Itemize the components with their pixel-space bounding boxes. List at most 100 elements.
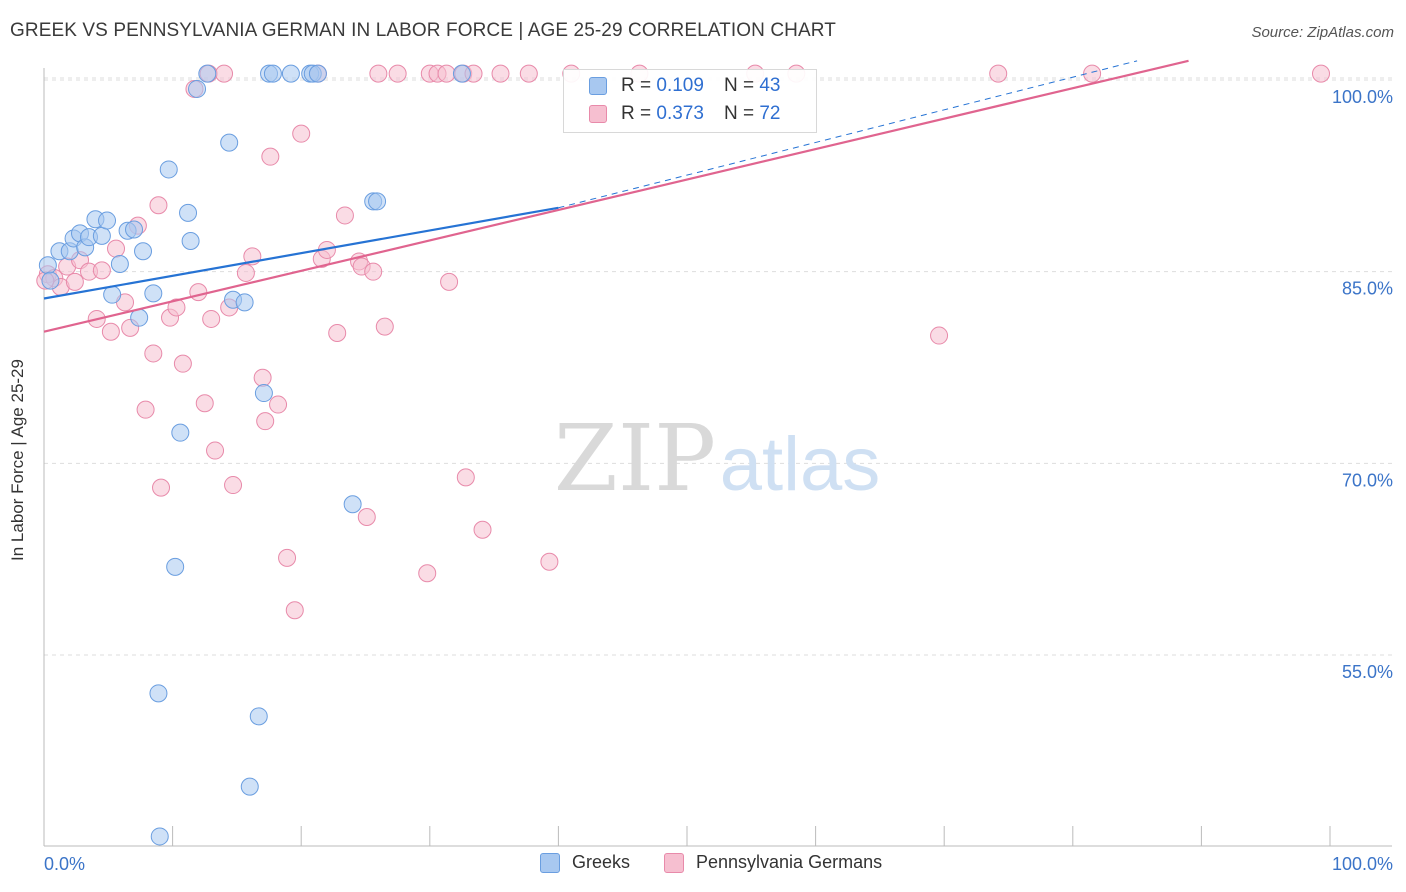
pg-point <box>328 324 347 342</box>
y-tick-label: 85.0% <box>1342 279 1393 299</box>
watermark-zip: ZIP <box>554 405 716 512</box>
pg-point <box>418 564 437 583</box>
pg-point <box>215 64 234 83</box>
series-legend: Greeks Pennsylvania Germans <box>0 852 1406 878</box>
pg-point <box>540 552 559 571</box>
pg-point <box>206 441 225 460</box>
series-legend-greeks[interactable]: Greeks <box>540 852 630 873</box>
legend-r-label: R = <box>621 75 652 96</box>
legend-n-value: 72 <box>759 103 781 124</box>
pg-point <box>437 64 456 83</box>
greek-trend-extension <box>558 60 1138 209</box>
greek-point <box>38 256 57 275</box>
pg-point <box>519 64 538 83</box>
pg-point <box>375 317 394 336</box>
pg-point <box>989 64 1008 83</box>
series-legend-pg[interactable]: Pennsylvania Germans <box>664 852 882 873</box>
greek-point <box>171 423 190 442</box>
y-tick-label: 55.0% <box>1342 662 1393 682</box>
legend-r-label: R = <box>621 103 652 124</box>
pg-point <box>1311 64 1330 83</box>
greek-point <box>134 242 153 261</box>
greek-point <box>240 777 259 796</box>
watermark-atlas: atlas <box>720 422 881 507</box>
pg-point <box>364 262 383 281</box>
greek-point <box>149 684 168 703</box>
pg-point <box>357 508 376 526</box>
pg-point <box>256 412 275 431</box>
greek-point <box>263 64 282 83</box>
pg-point <box>491 64 510 83</box>
pg-point <box>152 478 171 497</box>
pg-point <box>285 601 304 620</box>
legend-row-pg: R = 0.373 N = 72 <box>564 100 780 128</box>
greek-point <box>220 133 239 152</box>
pg-point <box>101 322 120 341</box>
greek-point <box>150 827 169 846</box>
greek-point <box>188 79 207 98</box>
greek-point <box>368 192 387 211</box>
axes <box>43 68 1392 847</box>
greek-point <box>159 160 178 179</box>
greek-point <box>110 255 129 273</box>
greek-trend-line <box>43 206 559 300</box>
y-axis-label: In Labor Force | Age 25-29 <box>8 359 27 561</box>
x-tick-label: 0.0% <box>44 854 85 874</box>
pg-point <box>440 272 459 291</box>
trend-lines <box>43 59 1189 333</box>
pg-point <box>92 261 111 280</box>
greek-point <box>249 707 268 726</box>
legend-swatch-greeks <box>589 77 607 95</box>
legend-r-value: 0.109 <box>656 75 704 96</box>
greek-point <box>181 232 200 250</box>
series-label-greeks: Greeks <box>572 852 631 872</box>
pg-point <box>189 283 208 302</box>
legend-n-value: 43 <box>759 75 781 96</box>
greek-point <box>452 64 471 83</box>
greek-point <box>281 64 300 83</box>
legend-n-label: N = <box>723 75 755 96</box>
greek-point <box>166 557 185 576</box>
greek-point <box>308 64 327 83</box>
pg-point <box>1083 64 1102 83</box>
legend-row-greeks: R = 0.109 N = 43 <box>564 72 780 100</box>
pg-point <box>292 124 311 143</box>
chart-title: GREEK VS PENNSYLVANIA GERMAN IN LABOR FO… <box>10 20 836 41</box>
x-tick-label: 100.0% <box>1332 854 1393 874</box>
greek-point <box>343 495 362 514</box>
pg-point <box>456 468 475 487</box>
series-swatch-pg <box>664 852 684 873</box>
pg-point <box>107 239 126 258</box>
legend-n-label: N = <box>723 103 755 124</box>
pg-point <box>269 395 288 414</box>
greek-points-group <box>38 64 471 846</box>
pg-trend-line <box>43 59 1189 333</box>
pg-point <box>136 400 155 419</box>
pg-point <box>930 326 949 345</box>
pg-point <box>369 64 388 83</box>
pg-point <box>278 548 297 567</box>
greek-point <box>92 226 111 245</box>
pg-point <box>253 368 272 387</box>
pg-point <box>167 298 186 317</box>
greek-point <box>125 220 144 239</box>
greek-point <box>235 293 254 312</box>
y-tick-label: 100.0% <box>1332 87 1393 107</box>
greek-point <box>179 203 198 222</box>
pg-point <box>335 206 354 225</box>
legend-r-value: 0.373 <box>656 103 704 124</box>
greek-point <box>98 211 117 230</box>
grid-lines <box>44 77 1392 656</box>
pg-point <box>149 196 168 215</box>
pg-point <box>473 520 492 539</box>
series-swatch-greeks <box>540 852 560 873</box>
pg-point <box>388 64 407 83</box>
greek-point <box>198 64 217 83</box>
pg-point <box>195 394 214 413</box>
pg-point <box>65 272 84 291</box>
stats-legend: R = 0.109 N = 43 R = 0.373 N = 72 <box>563 69 817 133</box>
greek-point <box>254 384 273 403</box>
tick-labels: 55.0% 70.0% 85.0% 100.0% 0.0% 100.0% <box>44 87 1393 874</box>
pg-point <box>202 309 221 328</box>
y-tick-label: 70.0% <box>1342 470 1393 490</box>
